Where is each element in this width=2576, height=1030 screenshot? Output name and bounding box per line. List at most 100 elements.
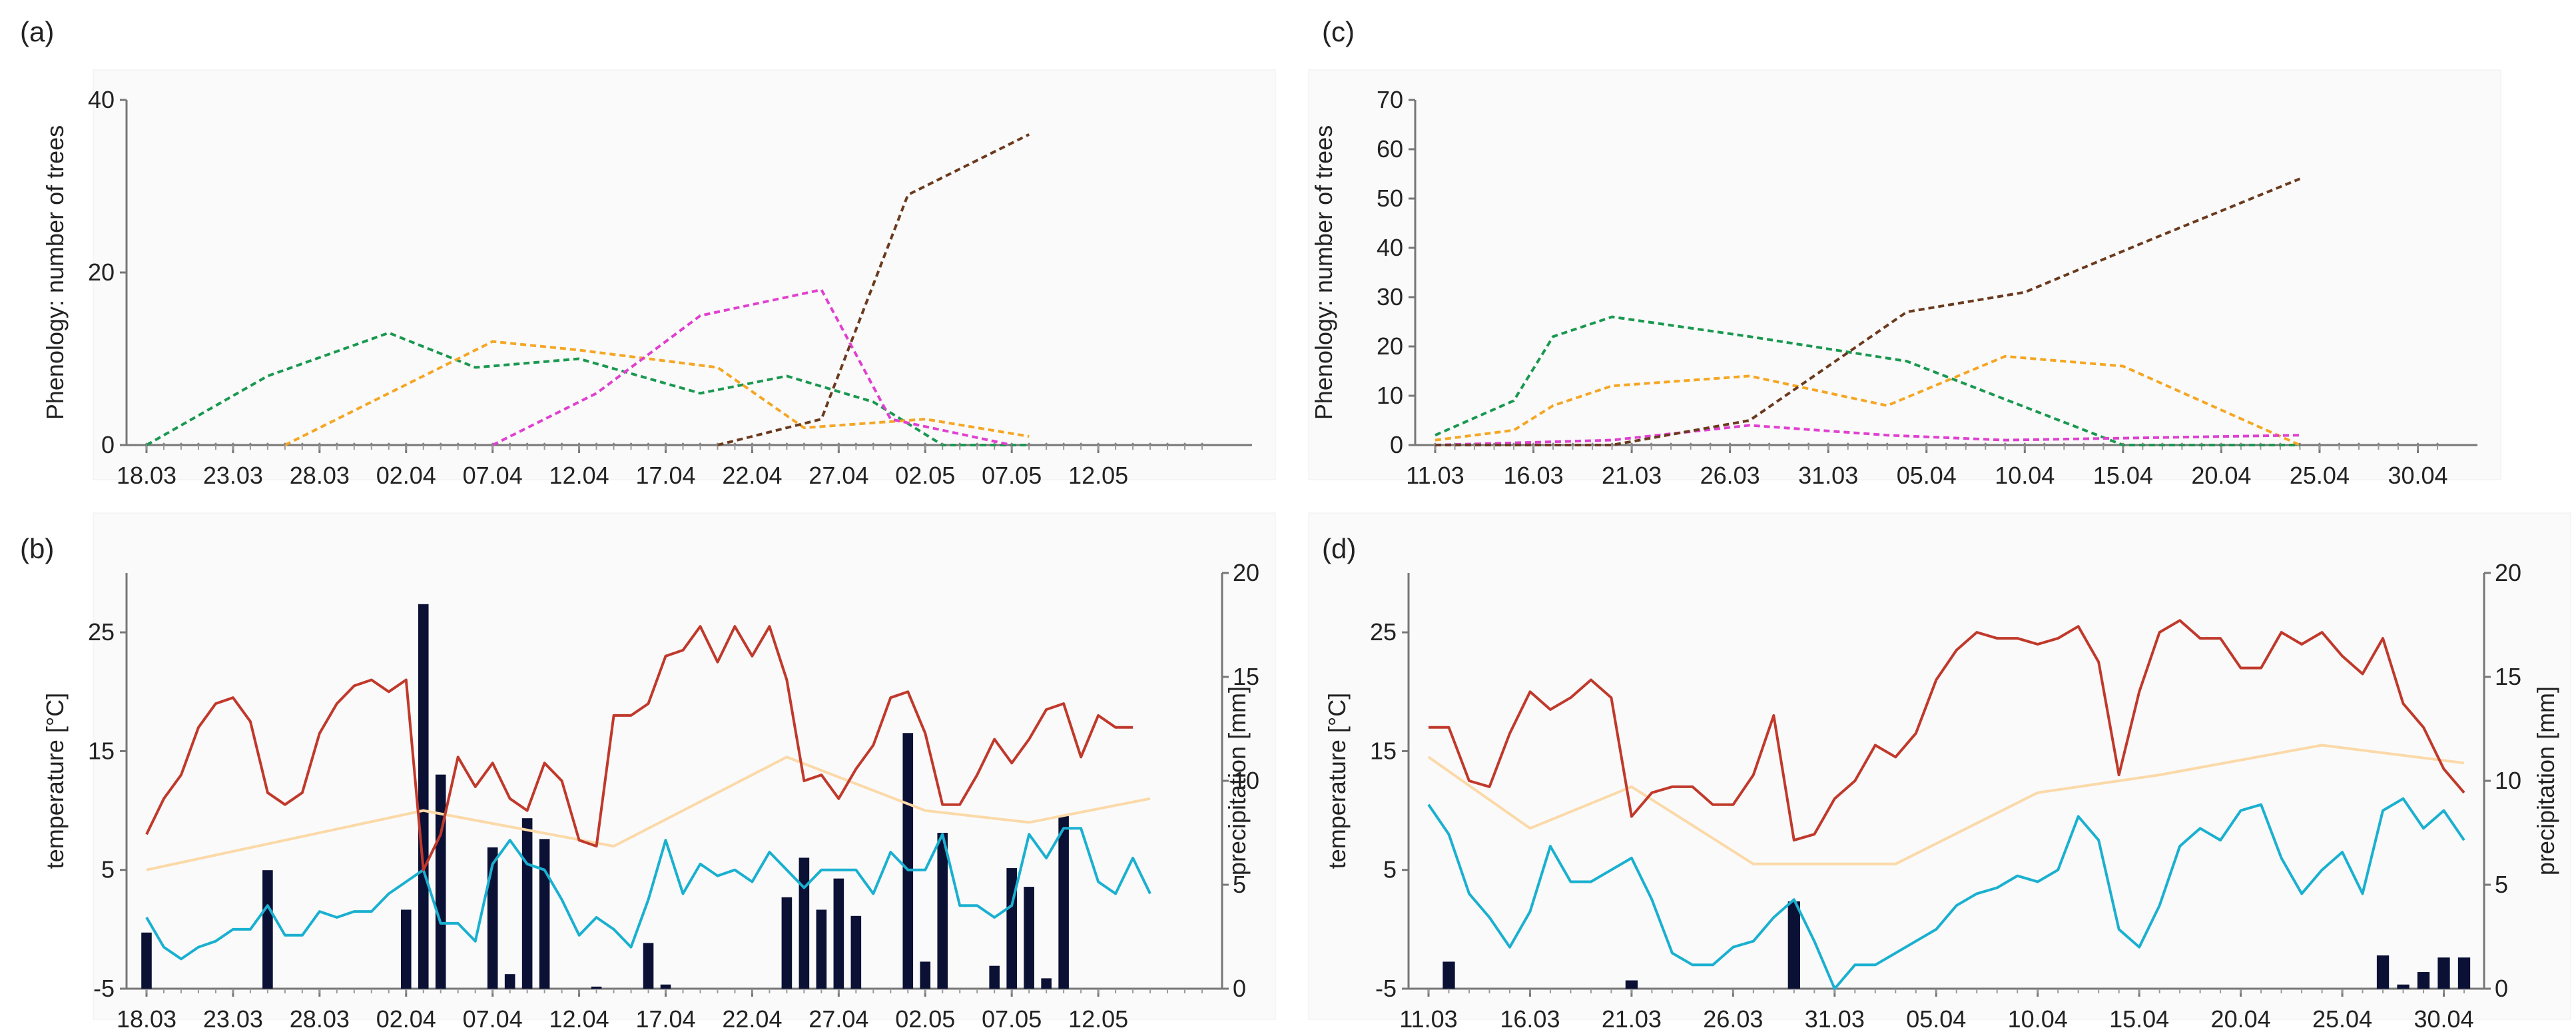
panel-a-baseline-dot: [162, 442, 165, 445]
panel-a-baseline-dot: [457, 442, 460, 445]
panel-b-ylabel: temperature [°C]: [41, 693, 69, 869]
panel-d-xtick-label: 05.04: [1906, 1005, 1966, 1030]
panel-d-xtick-label: 20.04: [2211, 1005, 2271, 1030]
panel-d-label: (d): [1322, 533, 1356, 564]
panel-a-xtick-label: 02.04: [376, 462, 436, 489]
panel-c-baseline-dot: [2338, 442, 2340, 445]
panel-c-baseline-dot: [1690, 442, 1692, 445]
panel-b-tmin-line: [145, 827, 1151, 961]
panel-c-baseline-dot: [1945, 442, 1947, 445]
panel-b-weather-chart: (b) temperature [°C] precipitation [mm] …: [20, 512, 1276, 1030]
panel-c-baseline-dot: [1493, 442, 1496, 445]
panel-c-baseline-dot: [2397, 442, 2400, 445]
panel-b-y2tick-label: 15: [1233, 663, 1259, 690]
panel-b-precip-bar: [781, 897, 793, 989]
panel-d-tmin-line: [1427, 797, 2465, 990]
panel-a-baseline-dot: [803, 442, 805, 445]
panel-c-xtick-label: 30.04: [2388, 462, 2447, 489]
panel-a-baseline-dot: [249, 442, 252, 445]
panel-c-ytick-label: 20: [1377, 332, 1403, 360]
panel-b-tmean-line: [146, 756, 1151, 871]
panel-a-baseline-dot: [595, 442, 598, 445]
panel-c-series-2-line: [1435, 424, 2300, 446]
panel-a-baseline-dot: [197, 442, 200, 445]
panel-c-baseline-dot: [1925, 442, 1928, 445]
panel-d-precip-bar: [2417, 972, 2430, 989]
panel-a-xtick-label: 23.03: [203, 462, 263, 489]
panel-c-baseline-dot: [1709, 442, 1712, 445]
panel-b-precip-bar: [1058, 816, 1069, 989]
panel-a-baseline-dot: [145, 442, 148, 445]
panel-a-xtick-label: 02.05: [895, 462, 955, 489]
panel-a-baseline-dot: [266, 442, 269, 445]
panel-d-precip-bar: [1787, 901, 1800, 989]
panel-b-precip-bar: [989, 965, 1000, 989]
panel-b-precip-bar: [920, 961, 931, 989]
panel-a-baseline-dot: [837, 442, 840, 445]
panel-a-label: (a): [20, 16, 54, 47]
panel-c-baseline-dot: [2180, 442, 2183, 445]
panel-d-tmean-line: [1427, 744, 2465, 865]
panel-c-xtick-label: 15.04: [2093, 462, 2153, 489]
panel-a-baseline-dot: [561, 442, 563, 445]
panel-d-xtick-label: 25.04: [2312, 1005, 2372, 1030]
panel-a-phenology-chart: (a) Phenology: number of trees 0 20 40 18.…: [20, 16, 1276, 489]
panel-a-baseline-dot: [422, 442, 425, 445]
panel-b-xtick-label: 17.04: [635, 1005, 695, 1030]
panel-a-baseline-dot: [630, 442, 633, 445]
panel-a-ytick-label: 0: [101, 431, 115, 458]
panel-d-xtick-label: 15.04: [2109, 1005, 2169, 1030]
panel-c-baseline-dot: [1572, 442, 1574, 445]
panel-b-precip-bar: [643, 943, 654, 989]
panel-c-ytick-label: 70: [1377, 86, 1403, 113]
panel-a-baseline-dot: [699, 442, 701, 445]
panel-a-baseline-dot: [647, 442, 650, 445]
panel-d-y2tick-label: 15: [2495, 663, 2521, 690]
panel-c-ytick-label: 40: [1377, 234, 1403, 261]
panel-c-xtick-label: 20.04: [2191, 462, 2251, 489]
panel-d-precip-bar: [2397, 984, 2410, 989]
panel-a-baseline-dot: [388, 442, 390, 445]
panel-a-xtick-label: 28.03: [290, 462, 350, 489]
panel-a-baseline-dot: [370, 442, 373, 445]
panel-c-baseline-dot: [1886, 442, 1889, 445]
panel-c-baseline-dot: [2279, 442, 2282, 445]
panel-b-ytick-label: 5: [101, 856, 115, 883]
panel-c-ytick-label: 50: [1377, 185, 1403, 212]
panel-d-tmax-line: [1429, 619, 2465, 842]
panel-b-y2tick-label: 10: [1233, 767, 1259, 794]
panel-c-baseline-dot: [2023, 442, 2026, 445]
panel-c-baseline-dot: [2259, 442, 2262, 445]
panel-a-baseline-dot: [336, 442, 338, 445]
panel-c-baseline-dot: [2416, 442, 2419, 445]
panel-a-baseline-dot: [1045, 442, 1048, 445]
panel-b-precip-bar: [435, 774, 446, 989]
panel-a-baseline-dot: [353, 442, 356, 445]
panel-a-baseline-dot: [440, 442, 442, 445]
panel-d-weather-chart: (d) temperature [°C] precipitation [mm] …: [1308, 512, 2571, 1030]
panel-b-ytick-label: 25: [88, 618, 115, 646]
panel-c-ytick-label: 0: [1390, 431, 1403, 458]
panel-a-baseline-dot: [232, 442, 234, 445]
panel-a-xtick-label: 07.05: [982, 462, 1042, 489]
panel-a-baseline-dot: [958, 442, 961, 445]
panel-a-baseline-dot: [1062, 442, 1065, 445]
panel-a-baseline-dot: [906, 442, 909, 445]
panel-c-baseline-dot: [2436, 442, 2439, 445]
panel-c-label: (c): [1322, 16, 1355, 47]
panel-b-xtick-label: 02.05: [895, 1005, 955, 1030]
panel-a-baseline-dot: [284, 442, 286, 445]
panel-d-xtick-label: 26.03: [1703, 1005, 1763, 1030]
panel-a-baseline-dot: [941, 442, 944, 445]
panel-a-xtick-label: 18.03: [117, 462, 176, 489]
panel-a-baseline-dot: [1028, 442, 1030, 445]
panel-b-xtick-label: 28.03: [290, 1005, 350, 1030]
panel-c-baseline-dot: [1552, 442, 1554, 445]
panel-c-phenology-chart: (c) Phenology: number of trees 0 10 20 30 40…: [1308, 16, 2501, 489]
panel-c-baseline-dot: [1650, 442, 1653, 445]
panel-a-baseline-dot: [405, 442, 408, 445]
panel-b-precip-bar: [400, 909, 412, 989]
panel-a-baseline-dot: [993, 442, 996, 445]
panel-c-xtick-label: 26.03: [1700, 462, 1760, 489]
